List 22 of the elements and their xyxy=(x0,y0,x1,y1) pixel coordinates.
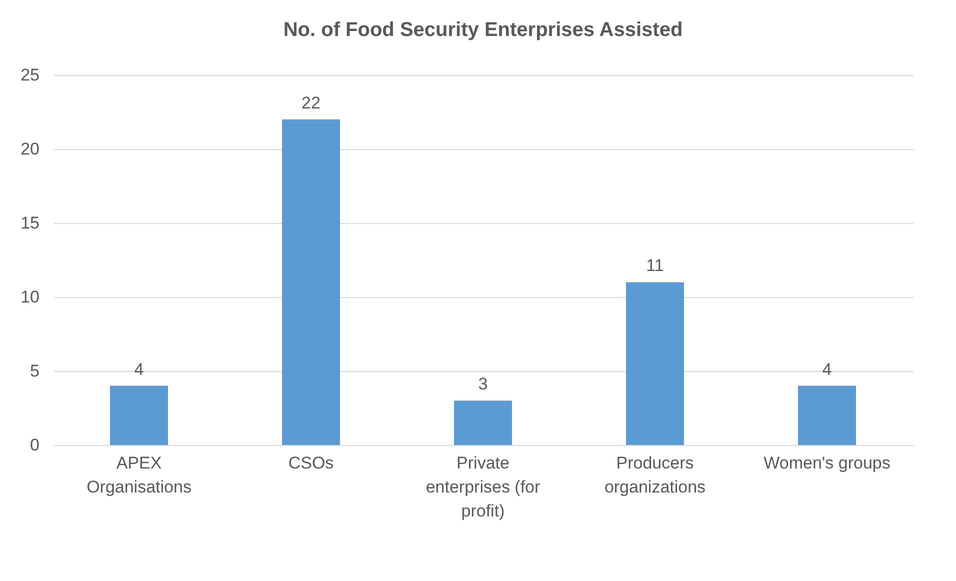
bar xyxy=(110,386,168,445)
x-tick-label: Private enterprises (for profit) xyxy=(426,454,540,520)
bar xyxy=(454,400,512,445)
chart-title: No. of Food Security Enterprises Assisted xyxy=(283,19,683,41)
bar xyxy=(626,282,684,445)
bar xyxy=(798,386,856,445)
x-tick-label: Producers organizations xyxy=(604,454,706,496)
data-label: 4 xyxy=(134,360,144,379)
y-tick-label: 15 xyxy=(20,214,40,232)
bar xyxy=(282,119,340,445)
y-tick-label: 25 xyxy=(20,66,40,84)
x-tick-label: CSOs xyxy=(288,454,334,472)
x-tick-label: APEX Organisations xyxy=(86,454,192,496)
x-tick-label: Women's groups xyxy=(764,454,890,472)
data-label: 22 xyxy=(302,93,320,112)
y-tick-label: 5 xyxy=(30,362,40,380)
data-label: 3 xyxy=(478,374,488,394)
y-tick-label: 0 xyxy=(30,436,40,454)
y-tick-label: 20 xyxy=(20,140,40,158)
y-tick-label: 10 xyxy=(20,288,40,306)
data-label: 4 xyxy=(822,360,832,379)
data-label: 11 xyxy=(646,256,664,276)
